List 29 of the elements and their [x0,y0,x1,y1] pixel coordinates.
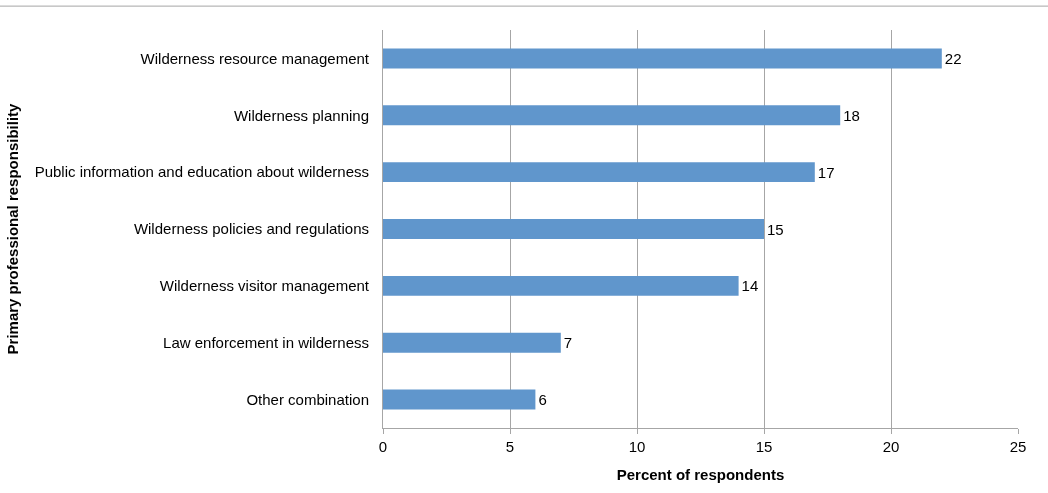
y-tick-label: Law enforcement in wilderness [163,333,369,351]
y-tick-label: Wilderness planning [233,106,369,124]
x-tick-label: 10 [628,438,646,455]
data-label: 7 [563,334,573,352]
bar [383,389,536,410]
data-label: 22 [944,49,962,67]
data-label: 17 [817,163,835,181]
y-tick-label: Wilderness visitor management [159,277,370,295]
bar [383,48,942,69]
bar [383,332,561,353]
y-tick-label: Wilderness resource management [140,49,370,67]
x-tick-label: 15 [755,438,773,455]
y-tick-label: Public information and education about wilderness [34,163,369,181]
x-tick-label: 5 [505,438,515,455]
x-tick-label: 0 [378,438,388,455]
x-tick-label: 25 [1009,438,1027,455]
data-label: 18 [843,106,860,124]
x-tick-label: 20 [882,438,900,455]
data-label: 15 [767,220,784,238]
bar [383,105,841,126]
data-label: 6 [538,391,547,409]
y-axis-title: Primary professional responsibility [3,102,21,355]
y-tick-label: Other combination [246,390,369,408]
data-label: 14 [741,277,759,295]
bar [383,219,764,239]
y-tick-label: Wilderness policies and regulations [133,220,369,238]
bar [383,275,739,296]
bar [383,162,815,183]
x-axis-title: Percent of respondents [616,466,785,483]
